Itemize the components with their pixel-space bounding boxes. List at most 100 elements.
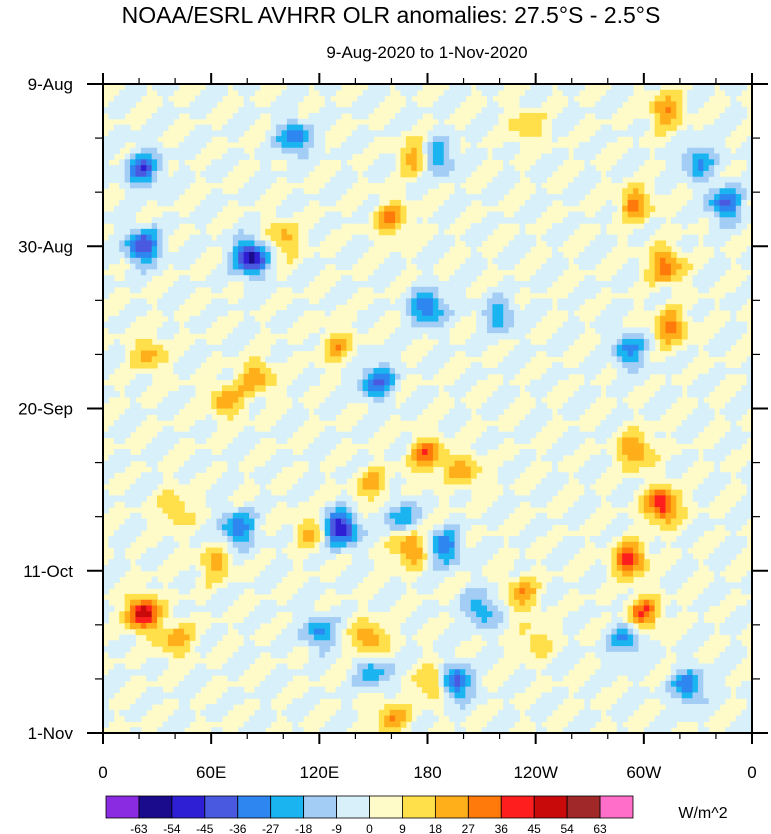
anomaly-cell	[178, 501, 185, 508]
anomaly-cell	[384, 228, 391, 236]
anomaly-cell	[568, 182, 575, 189]
anomaly-cell	[746, 246, 752, 253]
anomaly-cell	[113, 141, 120, 149]
anomaly-cell	[411, 408, 418, 415]
anomaly-cell	[221, 246, 228, 253]
anomaly-cell	[162, 217, 169, 224]
anomaly-cell	[259, 240, 266, 247]
anomaly-cell	[216, 495, 223, 502]
anomaly-cell	[551, 443, 558, 450]
anomaly-cell	[400, 315, 407, 323]
anomaly-cell	[578, 402, 585, 410]
anomaly-cell	[297, 263, 304, 271]
anomaly-cell	[665, 107, 672, 114]
anomaly-cell	[443, 414, 450, 421]
anomaly-cell	[627, 217, 634, 224]
anomaly-cell	[611, 420, 618, 427]
anomaly-cell	[140, 472, 147, 479]
anomaly-cell	[746, 466, 752, 473]
anomaly-cell	[373, 472, 380, 479]
anomaly-cell	[384, 367, 391, 375]
anomaly-cell	[670, 356, 677, 363]
anomaly-cell	[454, 385, 461, 392]
anomaly-cell	[573, 223, 580, 230]
anomaly-cell	[335, 402, 342, 410]
anomaly-cell	[373, 489, 380, 497]
anomaly-cell	[146, 136, 153, 143]
anomaly-cell	[719, 257, 726, 265]
anomaly-cell	[687, 217, 694, 224]
anomaly-cell	[124, 182, 131, 189]
anomaly-cell	[162, 199, 169, 207]
anomaly-cell	[562, 112, 569, 120]
anomaly-cell	[665, 269, 672, 276]
anomaly-cell	[184, 176, 191, 184]
anomaly-cell	[470, 518, 477, 525]
anomaly-cell	[422, 489, 429, 497]
anomaly-cell	[546, 472, 553, 479]
anomaly-cell	[633, 194, 640, 201]
anomaly-cell	[324, 211, 331, 218]
anomaly-cell	[741, 194, 748, 201]
anomaly-cell	[362, 489, 369, 497]
anomaly-cell	[508, 170, 515, 178]
anomaly-cell	[584, 507, 591, 514]
anomaly-cell	[113, 321, 120, 328]
anomaly-cell	[351, 437, 358, 444]
anomaly-cell	[703, 518, 710, 525]
anomaly-cell	[584, 107, 591, 114]
anomaly-cell	[497, 217, 504, 224]
anomaly-cell	[416, 367, 423, 375]
anomaly-cell	[422, 275, 429, 282]
anomaly-cell	[130, 257, 137, 265]
anomaly-cell	[600, 344, 607, 352]
anomaly-cell	[622, 153, 629, 160]
anomaly-cell	[568, 449, 575, 456]
anomaly-cell	[497, 396, 504, 404]
anomaly-cell	[211, 344, 218, 352]
anomaly-cell	[486, 408, 493, 415]
anomaly-cell	[681, 269, 688, 276]
anomaly-cell	[416, 252, 423, 259]
anomaly-cell	[265, 431, 272, 439]
anomaly-cell	[108, 246, 115, 253]
anomaly-cell	[616, 350, 623, 357]
anomaly-cell	[281, 431, 288, 439]
anomaly-cell	[660, 396, 667, 404]
anomaly-cell	[227, 246, 234, 253]
anomaly-cell	[157, 112, 164, 120]
anomaly-cell	[232, 408, 239, 415]
anomaly-cell	[373, 176, 380, 184]
anomaly-cell	[340, 495, 347, 502]
anomaly-cell	[189, 518, 196, 525]
anomaly-cell	[638, 431, 645, 439]
anomaly-cell	[535, 281, 542, 288]
anomaly-cell	[578, 141, 585, 149]
anomaly-cell	[660, 269, 667, 276]
anomaly-cell	[140, 373, 147, 381]
anomaly-cell	[568, 327, 575, 334]
anomaly-cell	[119, 217, 126, 224]
anomaly-cell	[703, 420, 710, 427]
anomaly-cell	[270, 101, 277, 108]
anomaly-cell	[395, 454, 402, 462]
anomaly-cell	[395, 223, 402, 230]
anomaly-cell	[643, 449, 650, 456]
anomaly-cell	[503, 495, 510, 502]
anomaly-cell	[151, 472, 158, 479]
anomaly-cell	[443, 159, 450, 166]
anomaly-cell	[194, 454, 201, 462]
anomaly-cell	[422, 449, 429, 456]
anomaly-cell	[205, 107, 212, 114]
anomaly-cell	[124, 269, 131, 276]
anomaly-cell	[708, 257, 715, 265]
anomaly-cell	[146, 124, 153, 131]
anomaly-cell	[389, 507, 396, 514]
anomaly-cell	[481, 344, 488, 352]
anomaly-cell	[178, 362, 185, 369]
anomaly-cell	[459, 159, 466, 166]
anomaly-cell	[514, 124, 521, 131]
anomaly-cell	[292, 124, 299, 131]
anomaly-cell	[346, 107, 353, 114]
anomaly-cell	[189, 350, 196, 357]
